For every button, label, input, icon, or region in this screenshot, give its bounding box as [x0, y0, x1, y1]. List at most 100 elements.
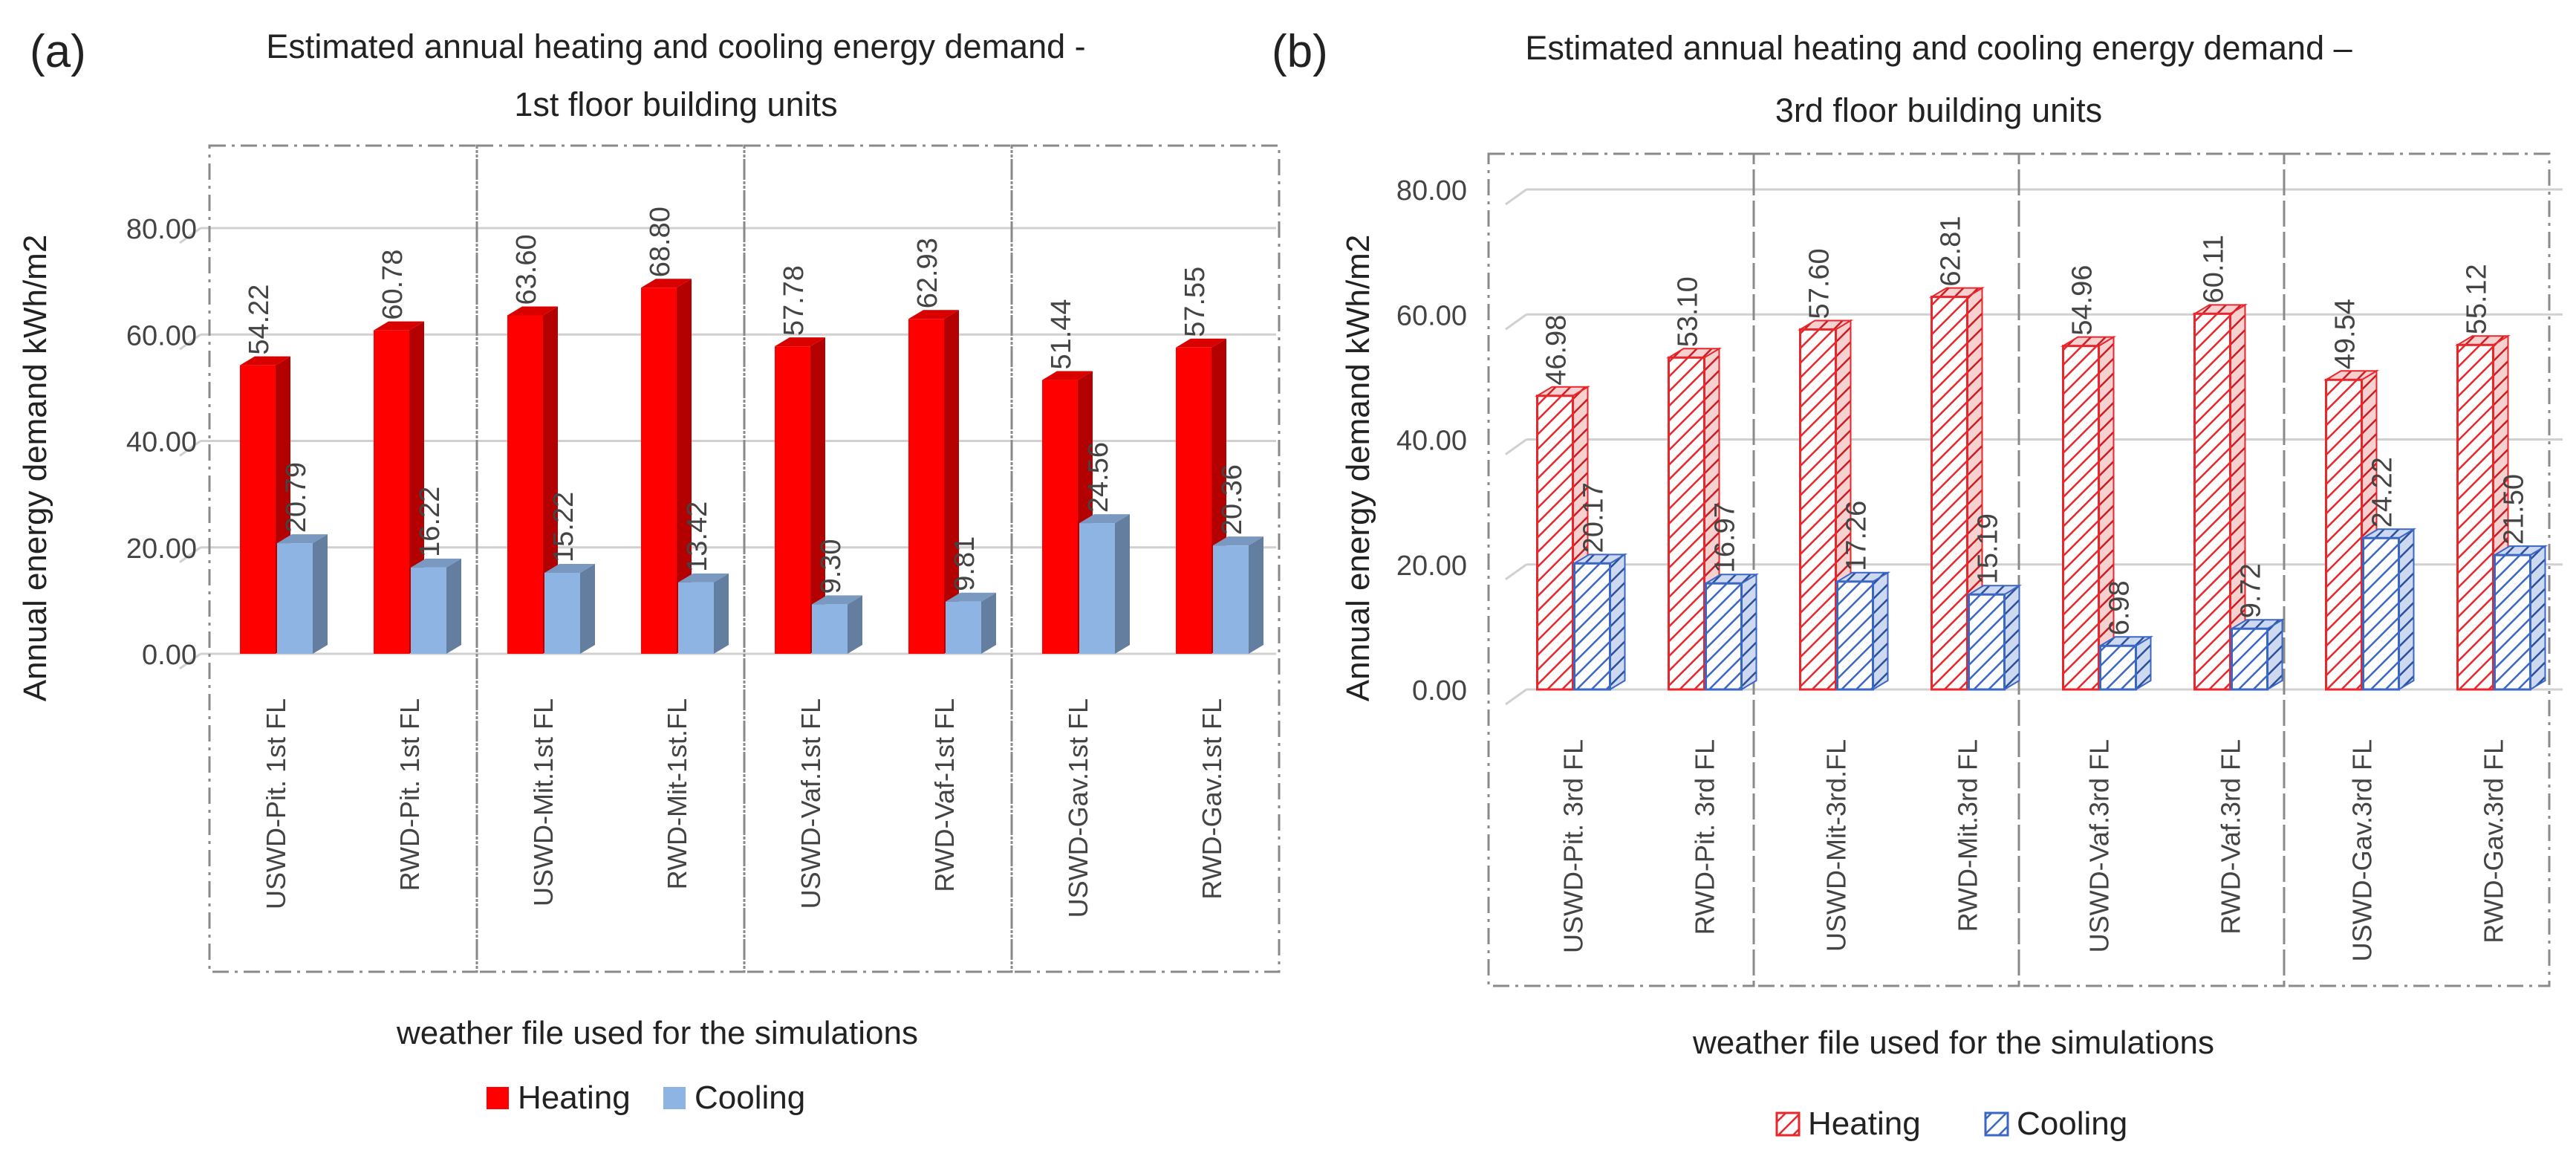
panel-b-y-tick-label: 60.00 [1396, 300, 1467, 331]
panel-b-title-line-2: 3rd floor building units [1775, 91, 2102, 129]
panel-a-value-label-heating: 54.22 [244, 285, 275, 355]
panel-b-legend-heating-swatch [1775, 1111, 1801, 1137]
panel-a-bar-cooling [411, 558, 461, 654]
panel-b-value-label-heating: 54.96 [2067, 265, 2098, 336]
panel-a-value-label-cooling: 13.42 [682, 501, 713, 572]
panel-a-bar-cooling [946, 592, 996, 654]
panel-a-y-tick-label: 60.00 [126, 320, 197, 351]
panel-b-value-label-cooling: 15.19 [1973, 513, 2004, 584]
panel-a-bar-heating [641, 279, 692, 654]
panel-a-legend-heating-label: Heating [518, 1080, 631, 1116]
panel-a-location-group-box [1010, 144, 1281, 973]
panel-a-category-label: RWD-Vaf-1st FL [929, 698, 960, 892]
panel-b-y-tick-label: 0.00 [1412, 675, 1467, 707]
panel-b-bar-cooling [1571, 553, 1628, 691]
panel-a-gridline-depth [179, 334, 201, 351]
panel-a-bar-cooling [1079, 514, 1130, 654]
panel-b-value-label-cooling: 9.72 [2236, 563, 2267, 618]
panel-a-bar-cooling [812, 595, 862, 654]
panel-a-category-label: RWD-Pit. 1st FL [394, 698, 425, 891]
panel-b-bar-cooling [2360, 527, 2417, 691]
panel-a-y-tick-label: 20.00 [126, 533, 197, 565]
panel-b-bar-heating [2191, 303, 2248, 691]
panel-b-location-group-box [1752, 152, 2020, 987]
panel-a-value-label-heating: 62.93 [912, 238, 943, 308]
panel-b-value-label-heating: 49.54 [2330, 299, 2361, 369]
panel-a-category-label: USWD-Vaf.1st FL [796, 698, 826, 909]
panel-a-value-label-heating: 51.44 [1046, 299, 1077, 369]
panel-a-value-label-cooling: 20.79 [281, 462, 312, 533]
panel-a-category-label: USWD-Pit. 1st FL [261, 698, 291, 909]
panel-b-gridline-depth [1505, 688, 1527, 706]
panel-b-value-label-cooling: 6.98 [2104, 580, 2136, 635]
panel-a-value-label-heating: 68.80 [645, 207, 676, 277]
panel-a-value-label-cooling: 9.81 [949, 536, 980, 591]
panel-b-legend-cooling-label: Cooling [2017, 1106, 2127, 1142]
panel-a-category-label: RWD-Mit-1st.FL [662, 698, 692, 889]
panel-a-gridline-depth [179, 440, 201, 457]
panel-b-category-label: RWD-Pit. 3rd FL [1690, 739, 1720, 935]
panel-b-y-tick-label: 20.00 [1396, 551, 1467, 582]
panel-b-gridline-depth [1505, 438, 1527, 455]
panel-b-bar-cooling [2491, 545, 2549, 691]
panel-a-bar-cooling [277, 534, 328, 654]
panel-b-category-label: RWD-Gav.3rd FL [2479, 739, 2509, 944]
panel-a-value-label-heating: 63.60 [511, 234, 542, 305]
panel-a-category-label: RWD-Gav.1st FL [1197, 698, 1227, 900]
panel-b-value-label-cooling: 24.22 [2367, 457, 2398, 527]
panel-a-bar-heating [775, 337, 825, 654]
panel-b-gridline-depth [1505, 188, 1527, 206]
panel-a-value-label-cooling: 20.36 [1217, 464, 1248, 535]
panel-b-value-label-heating: 60.11 [2199, 235, 2230, 303]
panel-b-category-label: RWD-Mit.3rd FL [1953, 739, 1983, 932]
panel-b-location-group-box [2017, 152, 2286, 987]
panel-b-x-axis-label: weather file used for the simulations [1692, 1025, 2214, 1061]
panel-a-gridline-depth [179, 546, 201, 563]
panel-b-value-label-heating: 55.12 [2462, 264, 2493, 334]
panel-a-location-group-box [208, 144, 478, 973]
panel-b-category-label: RWD-Vaf.3rd FL [2216, 739, 2246, 935]
panel-b-legend-heating-label: Heating [1808, 1106, 1921, 1142]
panel-b-bar-cooling [1965, 584, 2023, 691]
panel-a-location-group-box [475, 144, 746, 973]
panel-a-y-tick-label: 40.00 [126, 427, 197, 458]
panel-a-bar-heating [507, 306, 558, 654]
panel-b-bar-cooling [2228, 618, 2286, 691]
panel-b: (b) Estimated annual heating and cooling… [1272, 26, 2563, 1142]
panel-b-bar-heating [1928, 286, 1985, 691]
panel-b-value-label-cooling: 21.50 [2499, 474, 2530, 545]
panel-a-value-label-heating: 60.78 [377, 250, 409, 320]
panel-a-legend-heating-swatch [487, 1087, 509, 1109]
panel-b-location-group-box [2283, 152, 2551, 987]
panel-a-value-label-heating: 57.55 [1180, 267, 1211, 337]
panel-b-value-label-cooling: 16.97 [1710, 502, 1741, 573]
panel-b-title-line-1: Estimated annual heating and cooling ene… [1525, 29, 2352, 67]
panel-a-gridline-depth [179, 227, 201, 244]
panel-b-bar-cooling [1702, 573, 1760, 691]
panel-a-value-label-cooling: 15.22 [548, 492, 579, 562]
panel-b-bar-cooling [2097, 635, 2154, 691]
panel-b-value-label-heating: 62.81 [1936, 216, 1967, 287]
panel-b-category-label: USWD-Pit. 3rd FL [1558, 739, 1589, 953]
panel-a-category-label: USWD-Mit.1st FL [528, 698, 559, 906]
panel-a-value-label-cooling: 16.22 [414, 487, 446, 557]
panel-b-y-axis-label: Annual energy demand kWh/m2 [1340, 235, 1376, 702]
panel-b-location-group-box [1487, 152, 1755, 987]
panel-a-location-group-box [743, 144, 1013, 973]
panel-b-value-label-heating: 57.60 [1804, 248, 1835, 319]
panel-b-value-label-cooling: 20.17 [1578, 482, 1610, 553]
panel-a-bar-heating [908, 310, 959, 654]
panel-a-category-label: USWD-Gav.1st FL [1063, 698, 1093, 918]
panel-b-bar-heating [1797, 319, 1854, 691]
panel-b-bar-heating [2060, 335, 2117, 691]
panel-a: (a) Estimated annual heating and cooling… [17, 26, 1281, 1116]
panel-a-bar-cooling [544, 563, 595, 654]
panel-b-y-tick-label: 80.00 [1396, 175, 1467, 207]
panel-a-legend-cooling-label: Cooling [695, 1080, 805, 1116]
panel-a-bar-cooling [678, 573, 729, 654]
panel-a-value-label-cooling: 9.30 [816, 539, 847, 594]
panel-a-legend-cooling-swatch [663, 1087, 686, 1109]
panel-b-value-label-cooling: 17.26 [1841, 501, 1873, 571]
panel-b-legend-cooling-swatch [1984, 1111, 2009, 1137]
